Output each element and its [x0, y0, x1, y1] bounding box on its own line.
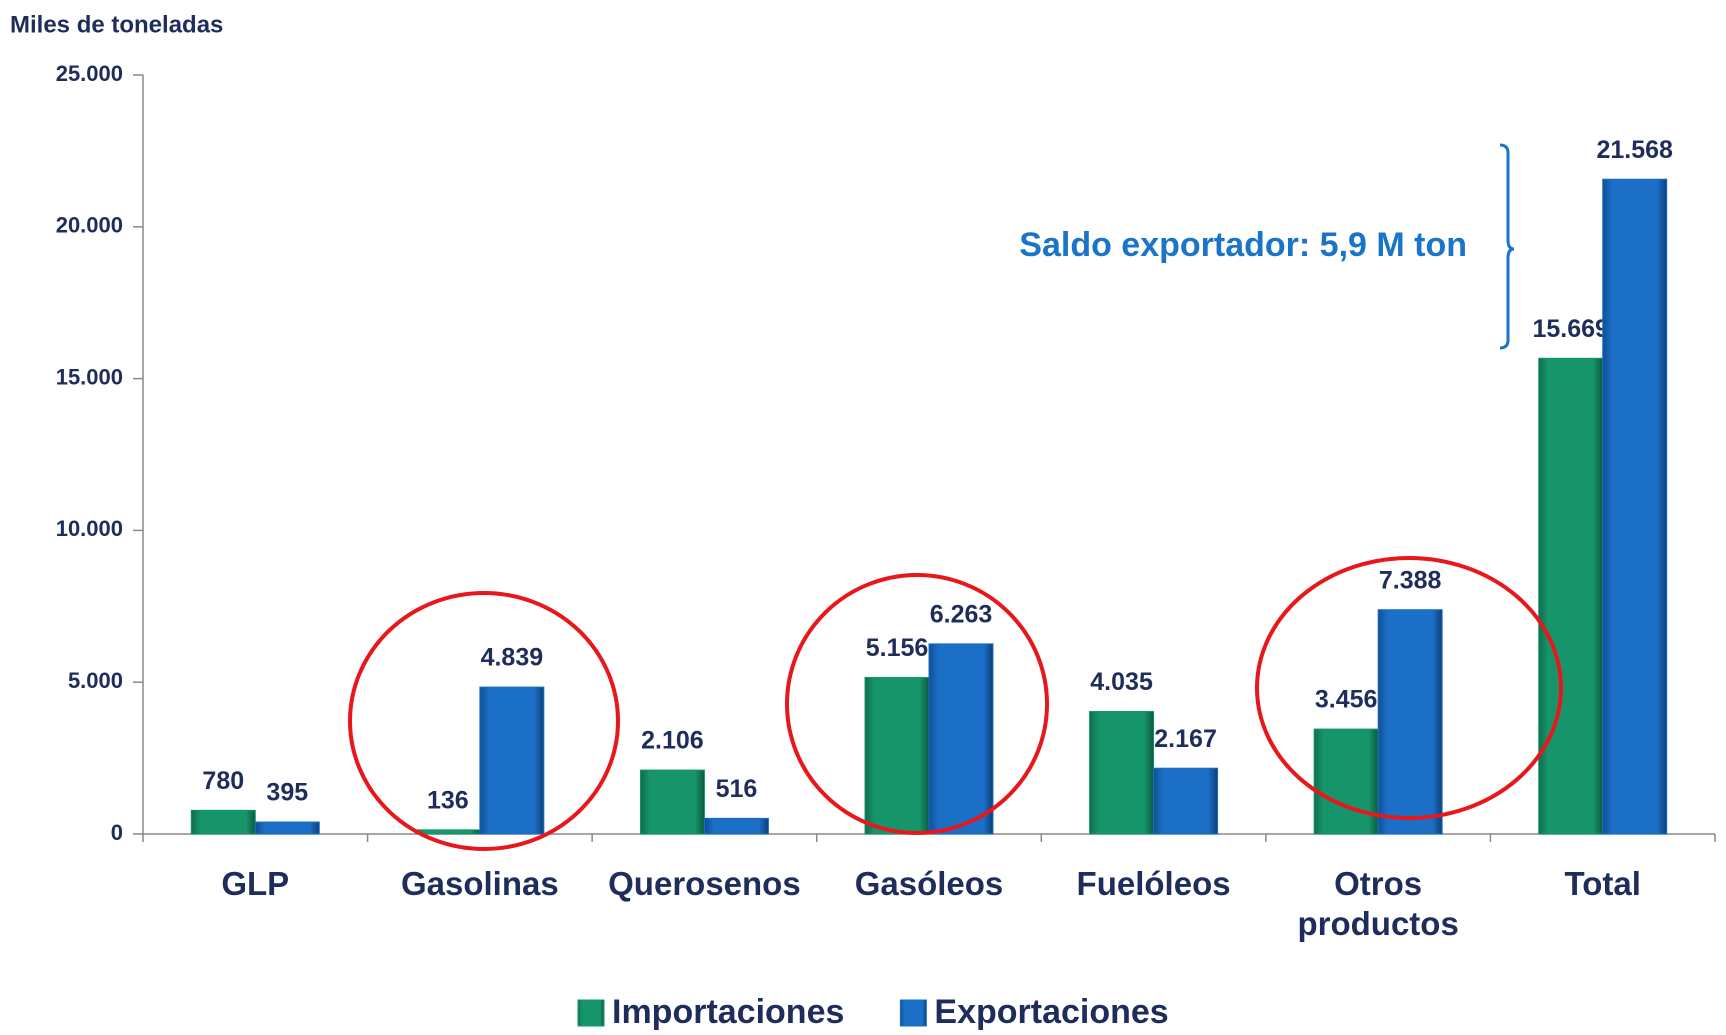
bar — [415, 829, 481, 835]
value-label: 21.568 — [1596, 136, 1673, 164]
y-axis-label: Miles de toneladas — [10, 11, 223, 38]
bar — [703, 817, 769, 835]
bar — [639, 769, 705, 835]
value-label: 2.106 — [641, 727, 704, 755]
bar — [1313, 728, 1379, 835]
bar — [864, 676, 930, 835]
highlight-circle — [785, 573, 1049, 835]
bar — [1538, 357, 1604, 835]
value-label: 4.839 — [481, 644, 544, 672]
x-tick-label: Querosenos — [608, 865, 801, 902]
value-label: 516 — [716, 775, 758, 803]
y-tick-label: 5.000 — [68, 668, 123, 693]
x-tick-label: Fuelóleos — [1076, 865, 1231, 902]
y-tick-label: 10.000 — [56, 516, 123, 541]
bracket — [1499, 143, 1515, 350]
x-tick-label: GLP — [221, 865, 290, 902]
bar — [1089, 710, 1155, 835]
value-label: 395 — [266, 779, 308, 807]
value-label: 2.167 — [1154, 725, 1217, 753]
value-label: 3.456 — [1315, 686, 1378, 714]
legend-label: Importaciones — [612, 993, 844, 1031]
legend-label: Exportaciones — [934, 993, 1168, 1031]
value-label: 4.035 — [1090, 668, 1153, 696]
y-tick-label: 25.000 — [56, 61, 123, 86]
x-tick-label: Gasolinas — [400, 865, 559, 902]
bar — [1377, 609, 1443, 835]
highlight-circle — [1255, 556, 1563, 820]
bar — [1153, 767, 1219, 835]
value-label: 136 — [427, 786, 469, 814]
value-label: 6.263 — [930, 600, 993, 628]
x-tick-label: Total — [1564, 865, 1641, 902]
annotation: Saldo exportador: 5,9 M ton — [1019, 226, 1467, 264]
highlight-circle — [348, 591, 620, 851]
bar — [1602, 178, 1668, 835]
legend-swatch — [899, 999, 927, 1027]
legend-swatch — [577, 999, 605, 1027]
value-label: 5.156 — [866, 634, 929, 662]
x-tick-label: Gasóleos — [854, 865, 1004, 902]
bar — [928, 643, 994, 835]
y-tick-label: 15.000 — [56, 364, 123, 389]
bar — [190, 809, 256, 835]
y-tick-label: 0 — [111, 820, 123, 845]
value-label: 780 — [202, 767, 244, 795]
value-label: 15.669 — [1532, 315, 1608, 343]
bar — [254, 821, 320, 835]
value-label: 7.388 — [1379, 566, 1442, 594]
x-tick-label: Otros productos — [1297, 865, 1459, 942]
y-tick-label: 20.000 — [56, 213, 123, 238]
bar — [479, 686, 545, 835]
